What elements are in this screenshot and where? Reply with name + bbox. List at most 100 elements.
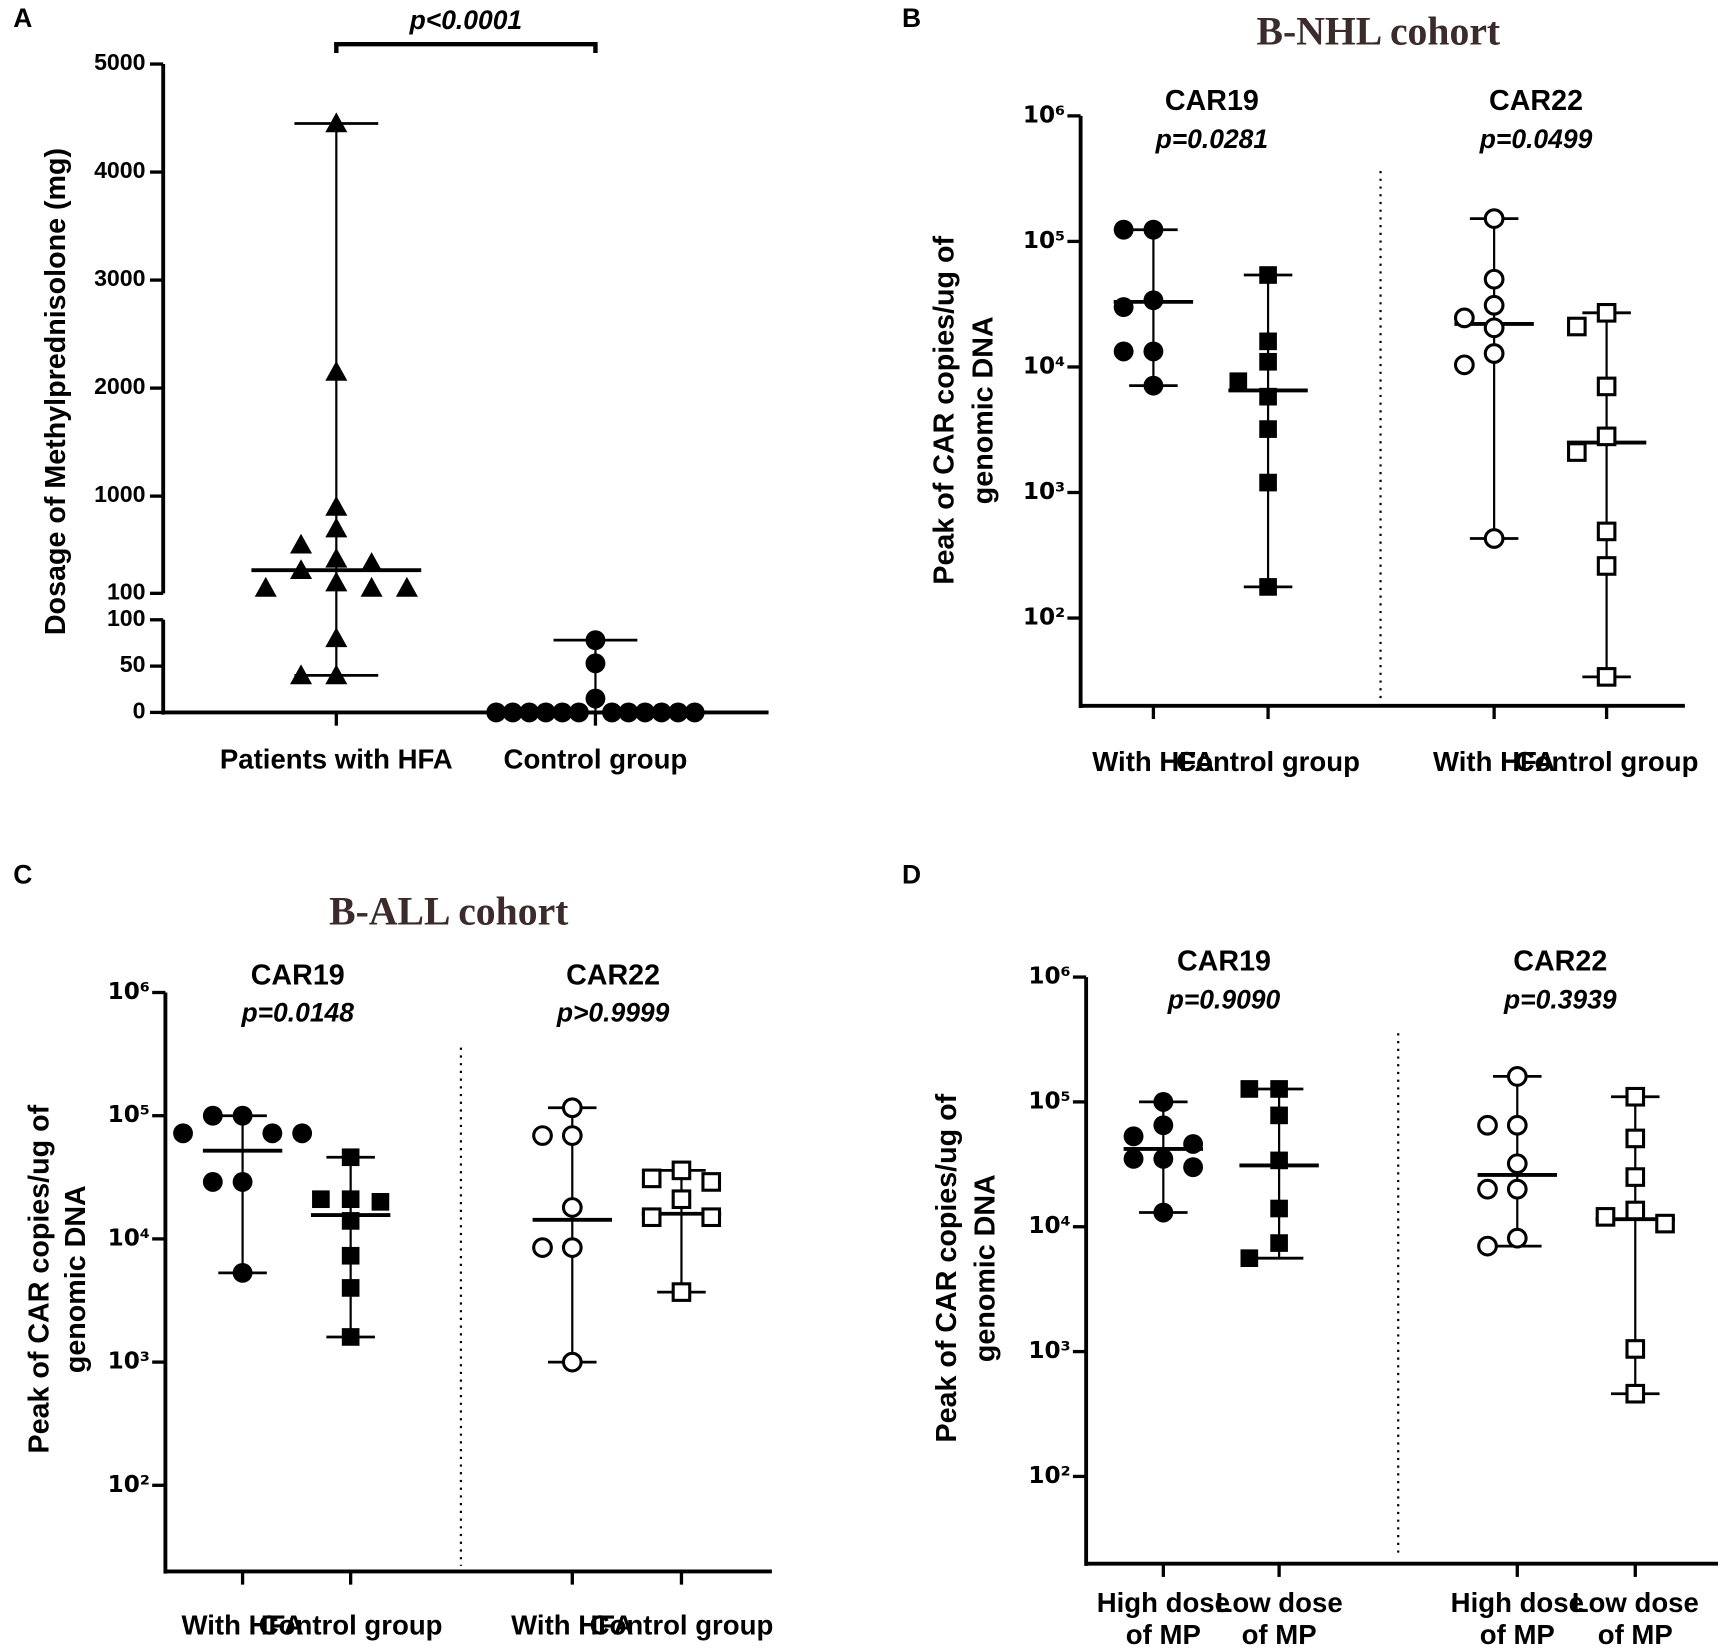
data-point [568,702,589,723]
data-point [325,517,348,538]
data-point [312,1190,330,1209]
data-point [561,1351,583,1373]
p-value: p=0.0281 [1155,124,1269,154]
data-point [1229,372,1248,391]
data-point [1259,420,1277,438]
x-tick-label-box: With HFA [181,1610,304,1641]
data-point [1483,294,1505,316]
data-point [1259,473,1277,492]
data-point [325,571,348,592]
p-value: p=0.9090 [1167,984,1281,1014]
x-tick-label: Patients with HFA [219,744,453,776]
data-point [1259,332,1277,351]
y-tick-label: 10⁴ [1028,1213,1070,1239]
y-tick-label: 4000 [94,157,145,183]
x-tick-label-box: With HFA [1092,747,1214,778]
data-point [585,630,606,651]
x-tick-label: Control group [1176,746,1360,778]
data-point [1270,1080,1288,1098]
data-point [671,1189,692,1210]
x-tick-label-box: High dose of MP [1450,1587,1584,1651]
data-point [1483,528,1505,549]
p-value: p>0.9999 [556,998,670,1028]
data-point [290,664,313,685]
data-point [618,702,639,723]
x-tick-label: With HFA [181,1610,304,1641]
data-point [1143,290,1164,311]
y-tick-label: 10⁵ [1028,1088,1070,1114]
data-point [292,1123,313,1144]
data-point [1153,1202,1174,1223]
data-point [325,664,348,685]
data-point [1567,316,1587,337]
subgroup-label: CAR19 [1165,85,1259,117]
p-value: p=0.0148 [240,998,354,1028]
data-point [684,702,705,723]
data-point [341,1212,360,1230]
panel-letter: D [902,860,921,890]
y-axis-label: Peak of CAR copies/ug of [23,1104,55,1453]
data-point [1153,1148,1174,1169]
y-axis-label: Peak of CAR copies/ug of [931,1093,963,1442]
y-tick-label: 10⁴ [1023,353,1065,379]
data-point [668,702,689,723]
data-point [371,1192,390,1211]
significance-bracket [334,41,598,54]
data-point [290,559,313,580]
y-tick-label: 0 [133,698,146,724]
data-point [1625,1383,1646,1404]
x-tick-label-box: Control group [504,744,688,775]
data-point [1506,1153,1528,1175]
x-tick-label: Low dose of MP [1215,1587,1343,1651]
y-tick-label: 10⁶ [1023,102,1065,128]
data-point [1143,219,1164,240]
data-point [202,1172,223,1192]
data-point [1123,1126,1144,1147]
subgroup-label: CAR22 [1513,945,1607,977]
data-point [1477,1114,1498,1136]
data-point [1477,1235,1498,1257]
data-point [561,1097,583,1119]
y-tick-label: 10⁵ [1023,228,1065,254]
data-point [173,1123,193,1144]
data-point [1259,578,1277,596]
y-tick-label: 10² [108,1472,150,1498]
y-axis-label: genomic DNA [60,1185,92,1373]
chart-title: B-ALL cohort [329,889,569,933]
data-point [1259,352,1277,371]
data-point [671,1282,692,1302]
data-point [1596,556,1617,576]
data-point [701,1172,722,1192]
x-tick-label: High dose of MP [1450,1587,1584,1651]
data-point [325,495,348,516]
data-point [232,1172,253,1192]
x-tick-label-box: With HFA [511,1610,633,1641]
data-point [532,1125,553,1146]
x-tick-label: High dose of MP [1096,1587,1230,1651]
subgroup-label: CAR22 [1489,85,1583,117]
data-point [635,702,655,723]
y-tick-label: 50 [120,651,146,677]
data-point [1113,297,1134,317]
data-point [1270,1151,1288,1170]
y-tick-label: 5000 [94,49,145,75]
data-point [202,1105,223,1126]
data-point [585,688,606,709]
data-point [602,702,622,723]
y-tick-label: 3000 [94,265,145,291]
subgroup-label: CAR19 [251,960,345,992]
data-point [1183,1157,1204,1178]
data-point [651,702,672,723]
data-point [532,1237,553,1258]
panel-letter: A [13,3,32,33]
p-value: p<0.0001 [409,5,523,35]
x-tick-label-box: Low dose of MP [1572,1588,1699,1651]
data-point [1143,375,1164,396]
y-tick-label: 10² [1028,1463,1070,1489]
data-point [561,1197,583,1218]
data-point [502,702,523,723]
data-point [1453,307,1475,329]
x-tick-label: Control group [1514,746,1699,778]
